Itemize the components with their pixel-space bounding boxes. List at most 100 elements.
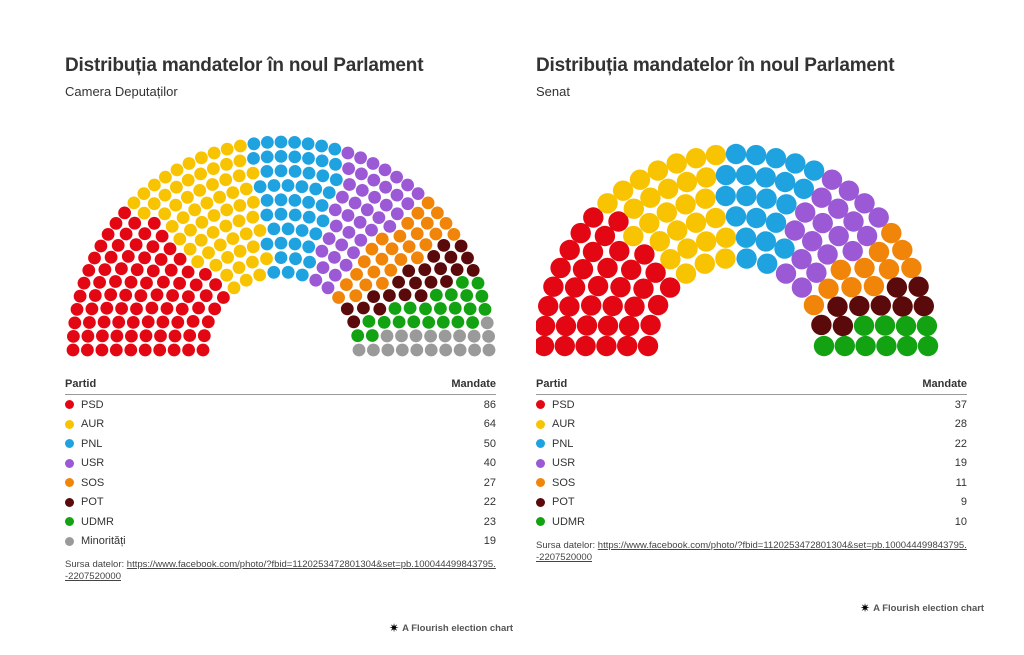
seat-udmr[interactable] (813, 335, 835, 357)
seat-sos[interactable] (421, 196, 435, 210)
seat-aur[interactable] (207, 162, 220, 175)
seat-pnl[interactable] (315, 199, 329, 212)
seat-psd[interactable] (118, 206, 131, 220)
legend-row[interactable]: POT 9 (536, 493, 967, 513)
seat-pnl[interactable] (274, 150, 288, 163)
seat-psd[interactable] (124, 275, 138, 289)
seat-psd[interactable] (101, 228, 115, 241)
seat-pnl[interactable] (756, 188, 777, 209)
seat-psd[interactable] (168, 329, 182, 343)
seat-psd[interactable] (119, 227, 133, 241)
seat-aur[interactable] (234, 139, 247, 153)
seat-pnl[interactable] (315, 139, 328, 153)
seat-minoritati[interactable] (468, 343, 481, 357)
seat-aur[interactable] (220, 203, 234, 217)
legend-row[interactable]: PNL 22 (536, 434, 967, 454)
seat-psd[interactable] (201, 315, 215, 329)
seat-udmr[interactable] (466, 316, 479, 329)
seat-pnl[interactable] (260, 194, 274, 207)
seat-psd[interactable] (555, 315, 577, 337)
seat-aur[interactable] (191, 255, 205, 269)
seat-pnl[interactable] (295, 268, 309, 282)
seat-pot[interactable] (437, 239, 451, 252)
seat-pnl[interactable] (735, 164, 757, 186)
seat-psd[interactable] (154, 329, 167, 343)
seat-usr[interactable] (367, 173, 381, 187)
seat-psd[interactable] (189, 278, 203, 292)
seat-usr[interactable] (390, 188, 404, 202)
seat-minoritati[interactable] (438, 329, 452, 343)
seat-udmr[interactable] (429, 288, 443, 302)
seat-psd[interactable] (83, 316, 96, 329)
seat-minoritati[interactable] (352, 343, 366, 357)
seat-psd[interactable] (610, 277, 631, 298)
seat-aur[interactable] (233, 244, 247, 258)
seat-pnl[interactable] (302, 240, 316, 254)
seat-sos[interactable] (854, 257, 875, 279)
seat-psd[interactable] (602, 295, 623, 317)
seat-udmr[interactable] (874, 315, 896, 336)
seat-aur[interactable] (685, 212, 707, 233)
seat-pnl[interactable] (715, 164, 737, 186)
seat-usr[interactable] (316, 261, 330, 274)
seat-usr[interactable] (838, 180, 860, 201)
seat-pnl[interactable] (785, 153, 806, 174)
seat-sos[interactable] (340, 278, 353, 291)
seat-psd[interactable] (157, 275, 170, 289)
seat-aur[interactable] (660, 249, 681, 270)
seat-aur[interactable] (695, 188, 716, 209)
seat-pnl[interactable] (281, 179, 295, 192)
seat-usr[interactable] (791, 277, 813, 298)
seat-psd[interactable] (130, 302, 143, 316)
seat-aur[interactable] (676, 171, 698, 193)
seat-psd[interactable] (182, 343, 195, 357)
seat-psd[interactable] (536, 315, 556, 337)
seat-pnl[interactable] (757, 253, 778, 274)
seat-aur[interactable] (137, 187, 151, 200)
seat-udmr[interactable] (436, 315, 450, 329)
seat-aur[interactable] (169, 198, 183, 212)
seat-sos[interactable] (367, 265, 381, 279)
seat-pot[interactable] (454, 239, 468, 253)
seat-usr[interactable] (843, 211, 864, 232)
seat-pot[interactable] (892, 296, 913, 317)
seat-psd[interactable] (576, 315, 598, 336)
seat-pnl[interactable] (715, 185, 736, 207)
seat-pot[interactable] (827, 296, 848, 317)
seat-aur[interactable] (176, 211, 190, 224)
legend-row[interactable]: USR 19 (536, 454, 967, 474)
seat-pnl[interactable] (288, 165, 302, 178)
seat-aur[interactable] (647, 160, 669, 181)
seat-aur[interactable] (173, 232, 187, 246)
seat-psd[interactable] (150, 288, 164, 302)
seat-pot[interactable] (832, 315, 854, 337)
seat-sos[interactable] (868, 241, 890, 263)
seat-pot[interactable] (357, 301, 370, 315)
seat-aur[interactable] (182, 157, 196, 170)
seat-aur[interactable] (220, 268, 234, 282)
seat-usr[interactable] (342, 226, 356, 239)
seat-usr[interactable] (854, 193, 875, 214)
seat-aur[interactable] (221, 251, 235, 264)
seat-minoritati[interactable] (395, 329, 408, 343)
seat-aur[interactable] (666, 153, 687, 174)
seat-psd[interactable] (134, 289, 148, 303)
seat-minoritati[interactable] (439, 343, 453, 357)
seat-psd[interactable] (112, 315, 126, 329)
seat-aur[interactable] (696, 231, 717, 252)
seat-pnl[interactable] (295, 180, 309, 194)
seat-usr[interactable] (791, 249, 812, 270)
seat-udmr[interactable] (351, 329, 365, 343)
seat-pnl[interactable] (746, 207, 767, 229)
seat-sos[interactable] (431, 206, 444, 220)
seat-usr[interactable] (335, 238, 349, 252)
seat-aur[interactable] (159, 170, 172, 184)
seat-pnl[interactable] (745, 144, 767, 166)
seat-aur[interactable] (239, 182, 253, 196)
seat-minoritati[interactable] (380, 329, 394, 343)
seat-psd[interactable] (156, 315, 170, 329)
seat-udmr[interactable] (876, 335, 897, 357)
legend-row[interactable]: UDMR 23 (65, 512, 496, 532)
seat-pot[interactable] (392, 275, 405, 289)
seat-aur[interactable] (705, 207, 726, 229)
